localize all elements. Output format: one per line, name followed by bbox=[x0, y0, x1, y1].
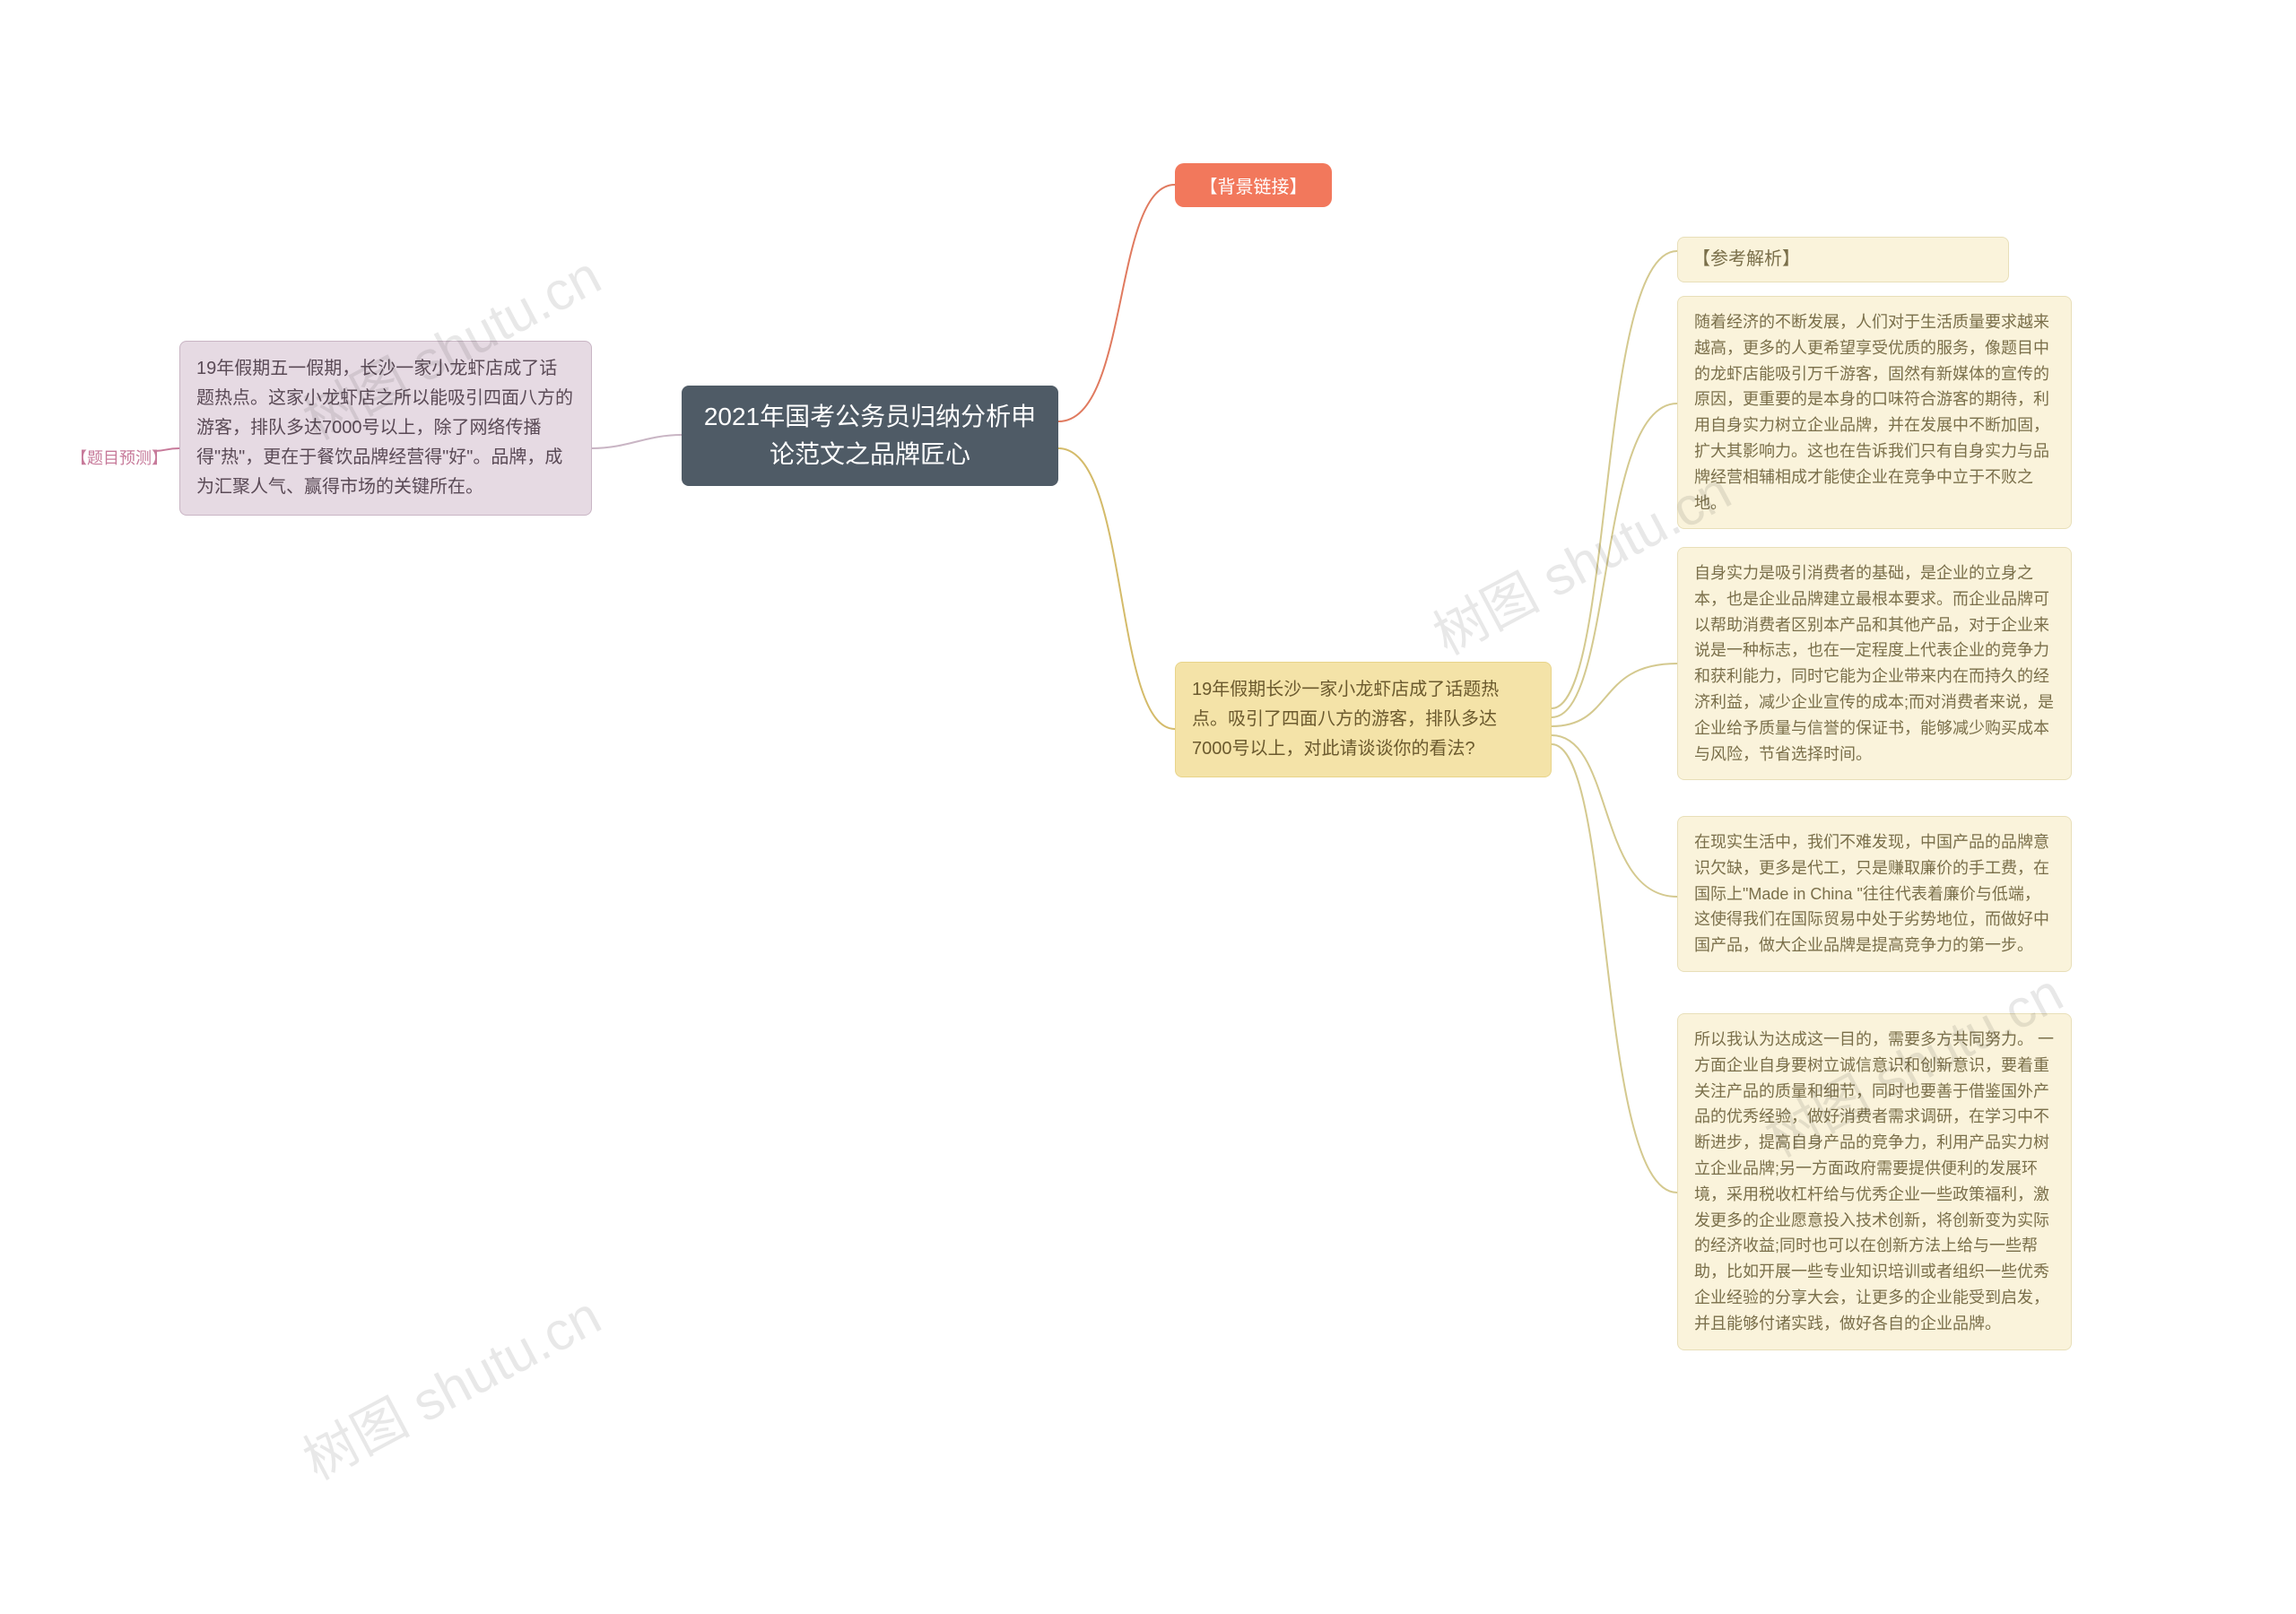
topic-prediction-label: 【题目预测】 bbox=[67, 444, 171, 471]
analysis-node[interactable]: 随着经济的不断发展，人们对于生活质量要求越来越高，更多的人更希望享受优质的服务，… bbox=[1677, 296, 2072, 529]
root-node[interactable]: 2021年国考公务员归纳分析申论范文之品牌匠心 bbox=[682, 386, 1058, 486]
background-link-node[interactable]: 【背景链接】 bbox=[1175, 163, 1332, 207]
analysis-node[interactable]: 所以我认为达成这一目的，需要多方共同努力。 一方面企业自身要树立诚信意识和创新意… bbox=[1677, 1013, 2072, 1350]
analysis-node[interactable]: 自身实力是吸引消费者的基础，是企业的立身之本，也是企业品牌建立最根本要求。而企业… bbox=[1677, 547, 2072, 780]
watermark: 树图 shutu.cn bbox=[288, 1273, 613, 1495]
analysis-node[interactable]: 在现实生活中，我们不难发现，中国产品的品牌意识欠缺，更多是代工，只是赚取廉价的手… bbox=[1677, 816, 2072, 972]
analysis-label-node[interactable]: 【参考解析】 bbox=[1677, 237, 2009, 282]
topic-prediction-node[interactable]: 19年假期五一假期，长沙一家小龙虾店成了话题热点。这家小龙虾店之所以能吸引四面八… bbox=[179, 341, 592, 516]
question-node[interactable]: 19年假期长沙一家小龙虾店成了话题热点。吸引了四面八方的游客，排队多达7000号… bbox=[1175, 662, 1552, 777]
